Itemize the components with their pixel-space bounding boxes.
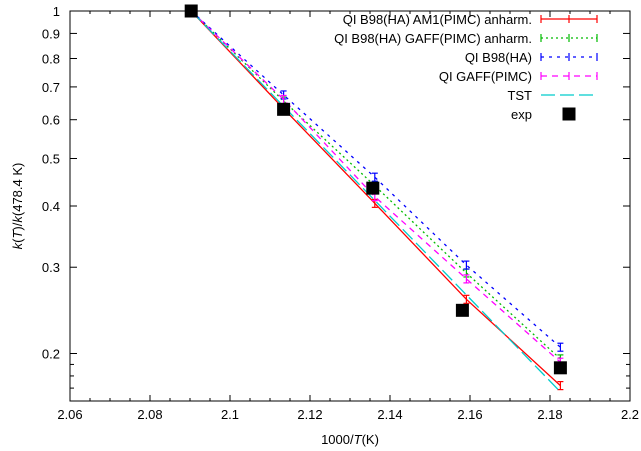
legend-label: QI B98(HA) GAFF(PIMC) anharm. bbox=[334, 31, 532, 46]
x-tick-label: 2.06 bbox=[57, 407, 82, 422]
series-5 bbox=[184, 4, 567, 375]
y-tick-label: 1 bbox=[53, 4, 60, 19]
y-axis: 0.2 0.3 0.4 0.5 0.6 0.7 0.8 0.9 1 bbox=[42, 4, 630, 402]
legend-label: QI GAFF(PIMC) bbox=[439, 69, 532, 84]
y-tick-label: 0.6 bbox=[42, 113, 60, 128]
series-layer bbox=[184, 4, 567, 393]
y-tick-label: 0.8 bbox=[42, 51, 60, 66]
x-tick-label: 2.2 bbox=[621, 407, 639, 422]
data-point bbox=[455, 303, 469, 317]
data-point bbox=[553, 361, 567, 375]
legend-label: QI B98(HA) bbox=[465, 50, 532, 65]
legend: QI B98(HA) AM1(PIMC) anharm. QI B98(HA) G… bbox=[334, 12, 598, 122]
data-point bbox=[366, 181, 380, 195]
series-line bbox=[190, 10, 561, 387]
x-tick-label: 2.18 bbox=[537, 407, 562, 422]
x-tick-label: 2.12 bbox=[297, 407, 322, 422]
legend-label: exp bbox=[511, 107, 532, 122]
data-point bbox=[277, 102, 291, 116]
y-tick-label: 0.4 bbox=[42, 199, 60, 214]
series-line bbox=[190, 10, 561, 393]
y-tick-label: 0.5 bbox=[42, 152, 60, 167]
plot-frame bbox=[69, 10, 631, 402]
y-axis-title: k(T)/k(478.4 K) bbox=[10, 163, 25, 250]
series-line bbox=[190, 10, 561, 348]
legend-marker bbox=[562, 107, 576, 121]
y-tick-label: 0.2 bbox=[42, 347, 60, 362]
series-4 bbox=[190, 10, 561, 393]
y-tick-label: 0.3 bbox=[42, 260, 60, 275]
x-tick-label: 2.08 bbox=[137, 407, 162, 422]
x-tick-label: 2.16 bbox=[457, 407, 482, 422]
data-point bbox=[184, 4, 198, 18]
x-tick-label: 2.14 bbox=[377, 407, 402, 422]
series-line bbox=[190, 10, 561, 360]
x-axis: 2.06 2.08 2.1 2.12 2.14 2.16 2.18 2.2 bbox=[57, 11, 639, 422]
legend-label: QI B98(HA) AM1(PIMC) anharm. bbox=[343, 12, 532, 27]
x-tick-label: 2.1 bbox=[221, 407, 239, 422]
legend-label: TST bbox=[507, 88, 532, 103]
x-axis-title: 1000/T(K) bbox=[321, 432, 379, 447]
y-tick-label: 0.9 bbox=[42, 26, 60, 41]
y-tick-label: 0.7 bbox=[42, 80, 60, 95]
